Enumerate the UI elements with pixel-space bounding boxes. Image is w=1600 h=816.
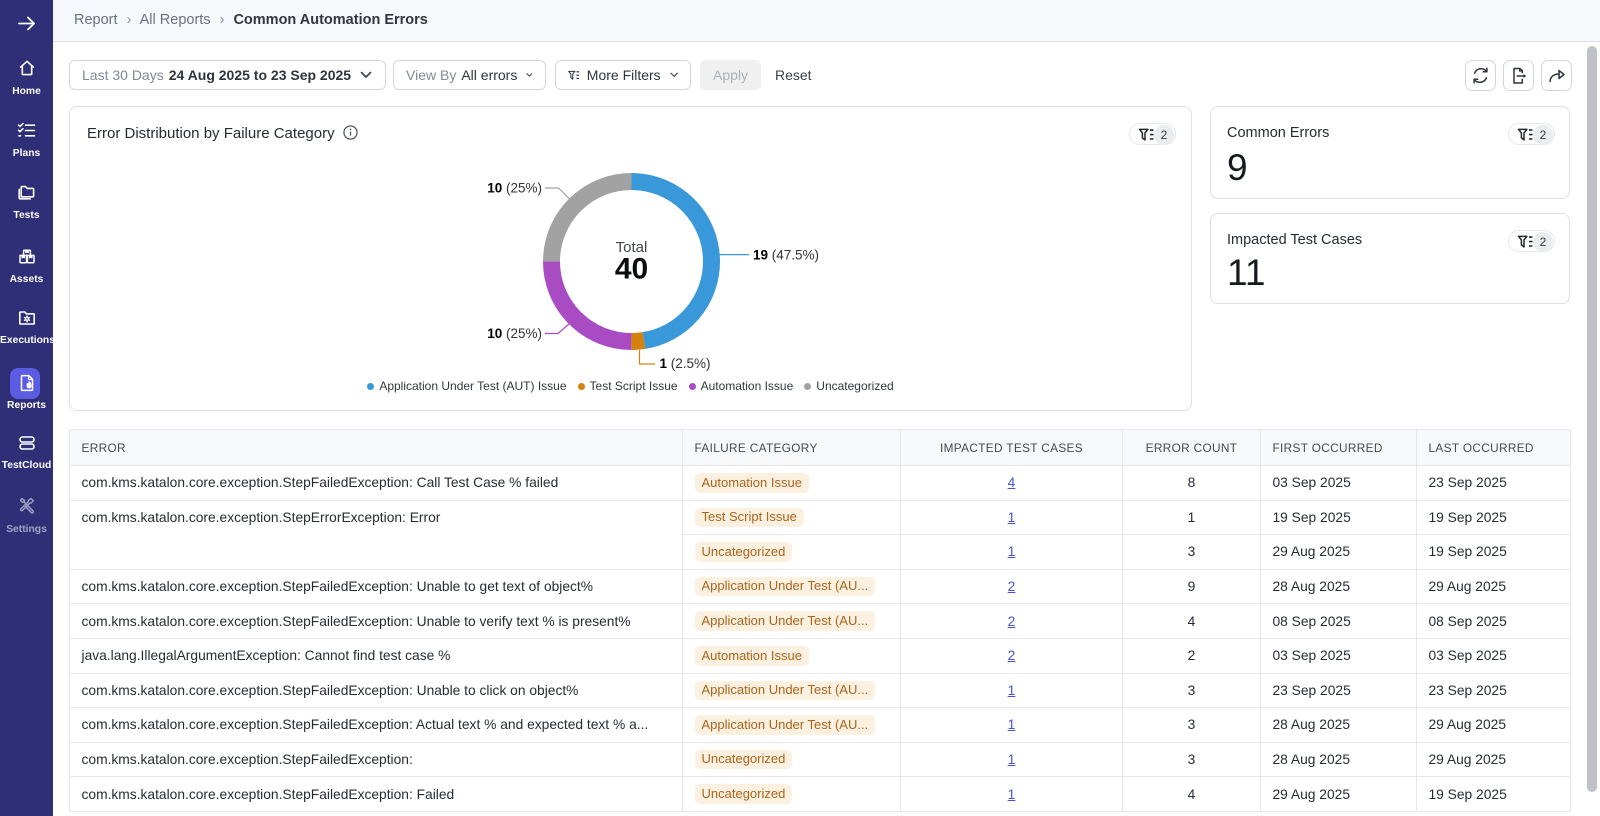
svg-text:10 (25%): 10 (25%) — [487, 326, 542, 341]
svg-text:19 (47.5%): 19 (47.5%) — [753, 247, 819, 262]
svg-text:1 (2.5%): 1 (2.5%) — [660, 356, 711, 371]
svg-text:40: 40 — [615, 253, 648, 286]
svg-text:10 (25%): 10 (25%) — [487, 181, 542, 196]
svg-text:Total: Total — [616, 239, 648, 256]
